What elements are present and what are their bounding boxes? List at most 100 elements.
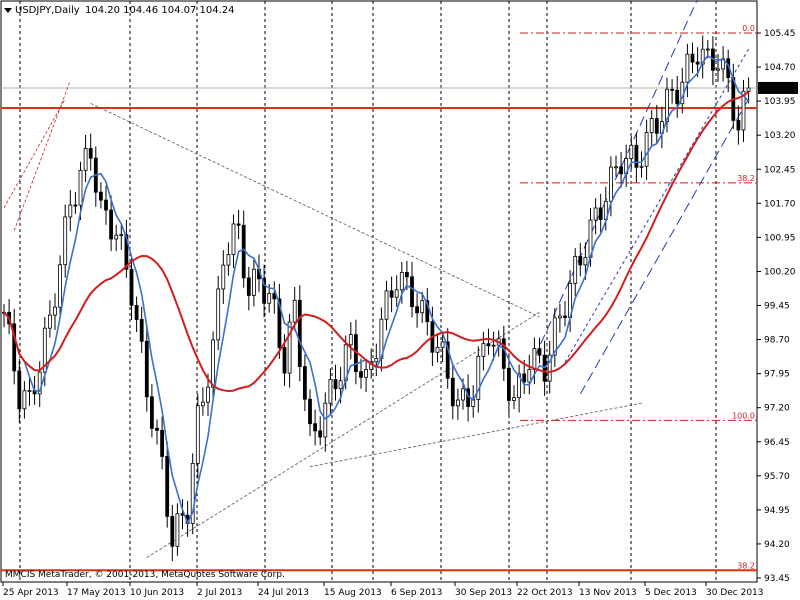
candle-body	[705, 48, 710, 51]
candle-body	[287, 321, 292, 374]
candle-body	[598, 207, 603, 220]
channel-upper[interactable]	[533, 0, 698, 358]
x-tick-label: 24 Jul 2013	[258, 588, 309, 598]
candle-body	[53, 306, 57, 316]
candle-body	[389, 290, 394, 298]
fib-label: 0.0	[742, 24, 755, 33]
y-tick-label: 104.70	[764, 63, 796, 73]
candle-body	[37, 371, 42, 395]
y-tick-label: 99.45	[764, 302, 790, 312]
y-tick-label: 103.95	[764, 97, 796, 107]
candle-body	[48, 314, 52, 329]
y-tick-label: 97.20	[764, 404, 790, 414]
current-price-label: 104.24	[762, 84, 794, 94]
candle-body	[670, 88, 674, 91]
candle-body	[450, 377, 455, 407]
channel-middle[interactable]	[564, 48, 750, 363]
candle-body	[272, 293, 277, 300]
x-tick-label: 25 Apr 2013	[3, 588, 59, 598]
x-tick-label: 17 May 2013	[67, 588, 126, 598]
channel-lower[interactable]	[579, 98, 750, 395]
candle-body	[394, 289, 399, 298]
candle-body	[160, 429, 165, 457]
candle-body	[384, 290, 389, 320]
candle-body	[716, 68, 720, 71]
candle-body	[374, 358, 379, 363]
y-tick-label: 94.20	[764, 540, 790, 550]
y-tick-label: 97.95	[764, 370, 790, 380]
candle-body	[348, 334, 353, 346]
candle-body	[27, 390, 32, 392]
drawn-objects[interactable]: 0.0 38.2 100.0 38.2	[1, 0, 757, 572]
candle-body	[99, 191, 103, 201]
symbol-label: USDJPY,Daily	[15, 5, 80, 16]
time-axis[interactable]: 25 Apr 2013 17 May 2013 10 Jun 2013 2 Jul 2…	[2, 582, 764, 598]
candle-body	[634, 144, 639, 168]
candle-body	[506, 367, 511, 401]
candle-body	[139, 319, 144, 342]
candle-body	[609, 166, 613, 202]
candle-body	[573, 256, 578, 284]
x-tick-label: 30 Dec 2013	[706, 588, 764, 598]
y-tick-label: 95.70	[764, 472, 790, 482]
candle-body	[104, 199, 108, 211]
x-tick-label: 30 Sep 2013	[455, 588, 512, 598]
candle-body	[267, 293, 272, 304]
x-tick-label: 2 Jul 2013	[197, 588, 242, 598]
candle-body	[262, 278, 267, 304]
candle-body	[302, 366, 307, 400]
candle-body	[420, 300, 425, 314]
candle-body	[277, 298, 282, 348]
candle-body	[292, 299, 297, 323]
candle-body	[491, 344, 496, 347]
candle-body	[333, 379, 338, 390]
candle-body	[685, 53, 690, 83]
candle-body	[221, 264, 226, 290]
y-tick-label: 100.20	[764, 267, 796, 277]
slow-ma-line	[3, 91, 750, 393]
candle-body	[58, 264, 62, 308]
candle-body	[512, 397, 516, 401]
y-tick-label: 93.45	[764, 574, 790, 584]
x-tick-label: 22 Oct 2013	[517, 588, 573, 598]
candle-body	[629, 144, 634, 159]
trend-line[interactable]	[146, 311, 540, 558]
candle-body	[517, 373, 521, 399]
candle-body	[542, 354, 547, 382]
candle-body	[690, 53, 695, 63]
candle-body	[22, 390, 27, 410]
candle-body	[68, 204, 73, 218]
x-tick-label: 13 Nov 2013	[579, 588, 637, 598]
trend-line[interactable]	[309, 402, 642, 468]
triangle-down-icon[interactable]	[4, 8, 12, 13]
candle-body	[558, 315, 562, 319]
candle-body	[165, 456, 170, 517]
price-axis[interactable]: 105.45 104.70 103.95 103.20 102.45 101.70 100.…	[757, 29, 798, 584]
trend-line[interactable]	[13, 80, 71, 231]
fib-label-bottom: 38.2	[737, 561, 755, 570]
candle-body	[175, 513, 180, 547]
candle-body	[114, 234, 119, 240]
candle-body	[675, 89, 680, 105]
candle-body	[639, 165, 644, 168]
trend-line[interactable]	[90, 103, 540, 318]
candle-body	[527, 369, 532, 383]
copyright-text: MMCIS MetaTrader, © 2001-2013, MetaQuote…	[5, 570, 285, 580]
candle-body	[195, 405, 200, 464]
candle-body	[246, 277, 251, 296]
candle-body	[226, 254, 231, 266]
candle-body	[328, 379, 333, 404]
y-tick-label: 105.45	[764, 29, 796, 39]
candle-body	[537, 348, 542, 356]
trend-line[interactable]	[3, 98, 66, 209]
candle-body	[251, 268, 256, 296]
candle-body	[364, 369, 369, 378]
y-tick-label: 98.70	[764, 336, 790, 346]
y-tick-label: 102.45	[764, 165, 796, 175]
y-tick-label: 96.45	[764, 438, 790, 448]
candle-body	[129, 268, 134, 306]
candle-body	[42, 327, 47, 373]
candle-body	[649, 118, 654, 134]
y-tick-label: 94.95	[764, 506, 790, 516]
